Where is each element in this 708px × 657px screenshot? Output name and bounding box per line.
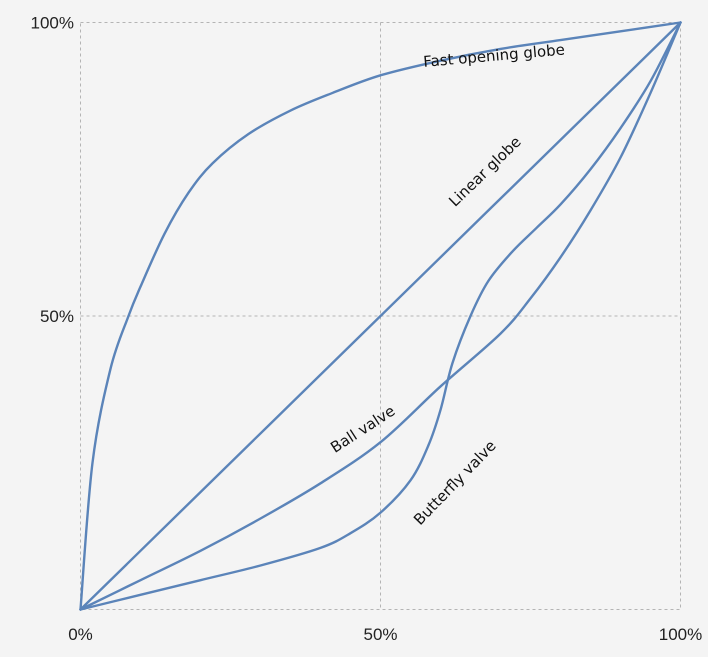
tick-label-layer: 0% 50% 100% 50% 100% xyxy=(31,14,703,645)
series-line-linear-globe xyxy=(79,21,682,611)
curve-label-fast-opening-globe: Fast opening globe xyxy=(423,41,566,71)
x-tick-label: 0% xyxy=(68,625,93,644)
x-tick-label: 50% xyxy=(363,625,397,644)
series-line-butterfly-valve xyxy=(79,21,682,611)
curve-label-butterfly-valve: Butterfly valve xyxy=(410,437,500,529)
series-layer xyxy=(79,21,682,611)
curve-label-ball-valve: Ball valve xyxy=(327,402,398,457)
y-tick-label: 50% xyxy=(40,307,74,326)
x-tick-label: 100% xyxy=(659,625,702,644)
series-line-ball-valve xyxy=(79,21,682,611)
curve-label-linear-globe: Linear globe xyxy=(445,133,524,211)
y-tick-label: 100% xyxy=(31,14,74,33)
series-line-fast-opening-globe xyxy=(79,21,682,611)
